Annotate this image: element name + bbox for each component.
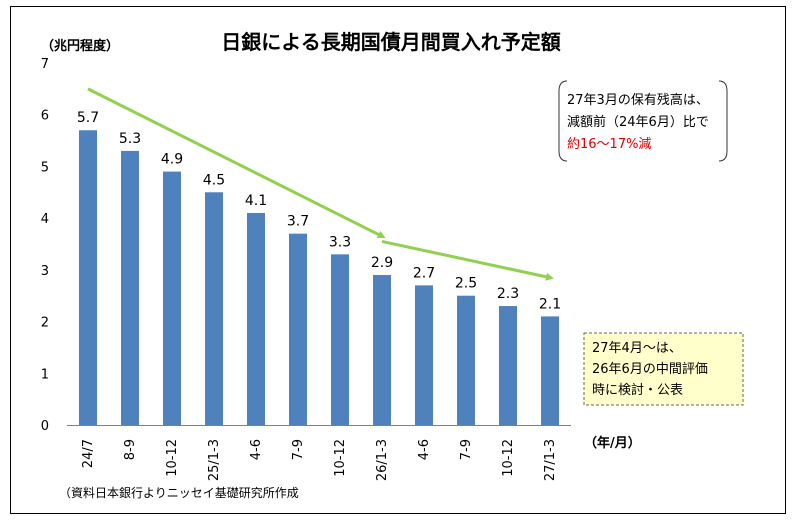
bar-value-label: 2.1 — [539, 296, 561, 312]
note1-line-1: 27年3月の保有残高は、 — [567, 92, 709, 108]
x-tick-label: 27/1-3 — [543, 439, 558, 481]
bar-value-label: 2.9 — [371, 255, 393, 271]
trend-arrow — [87, 87, 386, 239]
x-tick-label: 7-9 — [459, 439, 474, 460]
y-tick-label: 0 — [41, 419, 49, 434]
bar — [541, 316, 559, 425]
bar — [247, 212, 265, 425]
x-tick-label: 4-6 — [417, 439, 432, 460]
bar-value-label: 4.5 — [203, 172, 225, 188]
y-tick-label: 1 — [41, 367, 49, 382]
y-axis-unit-label: （兆円程度） — [41, 38, 119, 54]
x-tick-label: 10-12 — [501, 439, 516, 477]
x-tick-label: 8-9 — [123, 439, 138, 460]
x-axis-tick-labels: 24/7 8-9 10-12 25/1-3 4-6 7-9 10-12 26/1-3 4-6 7-… — [81, 439, 558, 481]
bar — [457, 295, 475, 425]
note2-box — [583, 332, 744, 406]
bar-value-label: 2.3 — [497, 286, 519, 302]
bar — [415, 285, 433, 425]
y-tick-label: 2 — [41, 316, 49, 331]
note1-line-2: 減額前（24年6月）比で — [567, 114, 709, 130]
note2-line-2: 26年6月の中間評価 — [592, 362, 708, 377]
x-tick-label: 26/1-3 — [375, 439, 390, 481]
x-tick-label: 10-12 — [165, 439, 180, 477]
bar — [163, 171, 181, 425]
bar-value-label: 3.7 — [287, 214, 309, 230]
bar-value-label: 4.9 — [161, 152, 183, 168]
bar — [205, 192, 223, 425]
chart-title: 日銀による長期国債月間買入れ予定額 — [221, 30, 560, 54]
x-tick-label: 10-12 — [333, 439, 348, 477]
bar-chart: 日銀による長期国債月間買入れ予定額 （兆円程度） （年/月） 01234567 … — [41, 30, 744, 500]
bar — [499, 306, 517, 425]
note-bracket-left — [558, 80, 568, 162]
trend-arrows — [87, 87, 554, 281]
bar-value-label: 4.1 — [245, 193, 267, 209]
y-tick-label: 4 — [41, 212, 49, 227]
bar — [79, 130, 97, 425]
note-reduction: 27年3月の保有残高は、 減額前（24年6月）比で 約16〜17%減 — [558, 80, 728, 162]
note-bracket-right — [718, 80, 728, 162]
x-tick-label: 24/7 — [81, 439, 96, 468]
trend-arrow — [381, 239, 554, 281]
y-tick-label: 3 — [41, 264, 49, 279]
bar — [121, 150, 139, 425]
y-tick-label: 5 — [41, 160, 49, 175]
y-tick-label: 6 — [41, 109, 49, 124]
note2-line-1: 27年4月〜は、 — [592, 341, 682, 356]
note1-highlight: 約16〜17%減 — [567, 136, 651, 152]
bar-value-label: 2.7 — [413, 265, 435, 281]
note2-line-3: 時に検討・公表 — [592, 382, 683, 398]
bar-value-label: 2.5 — [455, 276, 477, 292]
data-labels: 5.7 5.3 4.9 4.5 4.1 3.7 3.3 2.9 2.7 2.5 2.3 2.1 — [77, 110, 561, 312]
x-tick-label: 25/1-3 — [207, 439, 222, 481]
source-note: （資料日本銀行よりニッセイ基礎研究所作成 — [59, 485, 299, 500]
y-axis-ticks: 0 1 2 3 4 5 6 7 — [41, 57, 49, 434]
bar — [289, 233, 307, 425]
bar-value-label: 5.3 — [119, 131, 141, 147]
x-tick-label: 7-9 — [291, 439, 306, 460]
note-review: 27年4月〜は、 26年6月の中間評価 時に検討・公表 — [583, 332, 744, 406]
x-tick-label: 4-6 — [249, 439, 264, 460]
bar-value-label: 5.7 — [77, 110, 99, 126]
bar — [373, 275, 391, 425]
x-axis-unit-label: （年/月） — [584, 435, 641, 451]
y-tick-label: 7 — [41, 57, 49, 72]
bar-series — [79, 130, 559, 425]
bar-value-label: 3.3 — [329, 234, 351, 250]
bar — [331, 254, 349, 425]
